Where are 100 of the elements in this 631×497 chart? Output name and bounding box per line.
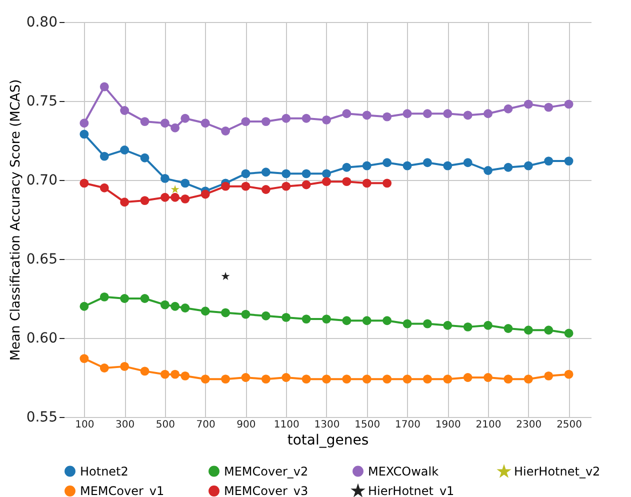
point bbox=[342, 374, 352, 384]
point bbox=[160, 118, 170, 128]
point bbox=[422, 374, 432, 384]
point bbox=[241, 182, 250, 191]
point bbox=[302, 114, 311, 123]
point bbox=[322, 177, 331, 186]
legend-label: MEMCover_v1 bbox=[80, 484, 164, 497]
point bbox=[180, 178, 190, 188]
point bbox=[170, 192, 180, 202]
point bbox=[382, 178, 392, 188]
x-tick-label: 300 bbox=[116, 420, 135, 430]
point bbox=[120, 198, 130, 207]
point bbox=[443, 320, 452, 330]
point bbox=[140, 117, 150, 126]
point bbox=[342, 177, 352, 186]
point bbox=[484, 373, 492, 382]
point bbox=[261, 168, 270, 177]
point bbox=[170, 185, 180, 194]
point bbox=[241, 310, 250, 319]
point bbox=[342, 316, 352, 326]
point bbox=[564, 370, 574, 379]
x-tick-label: 900 bbox=[236, 420, 256, 430]
point bbox=[443, 109, 452, 118]
point bbox=[221, 308, 230, 318]
point bbox=[140, 294, 150, 303]
point bbox=[200, 374, 210, 384]
x-tick-label: 1500 bbox=[354, 420, 380, 430]
point bbox=[402, 109, 412, 118]
point bbox=[170, 370, 180, 379]
point bbox=[221, 126, 230, 136]
point bbox=[564, 100, 574, 109]
x-tick-label: 500 bbox=[156, 420, 176, 430]
point bbox=[402, 374, 412, 384]
legend-label: HierHotnet_v2 bbox=[514, 464, 600, 479]
point bbox=[362, 161, 372, 170]
point bbox=[282, 312, 291, 322]
point bbox=[241, 117, 250, 126]
point bbox=[180, 194, 190, 204]
point bbox=[524, 326, 533, 335]
y-tick-label: 0.80 bbox=[26, 14, 58, 30]
point bbox=[484, 320, 492, 330]
point bbox=[261, 185, 270, 194]
point bbox=[120, 294, 130, 303]
point bbox=[302, 180, 311, 190]
point bbox=[504, 104, 513, 114]
point bbox=[322, 314, 331, 324]
point bbox=[422, 109, 432, 118]
point bbox=[261, 117, 270, 126]
point bbox=[443, 161, 452, 170]
point bbox=[241, 169, 250, 178]
point bbox=[80, 302, 89, 311]
x-tick-label: 2300 bbox=[516, 420, 542, 430]
point bbox=[180, 114, 190, 123]
point bbox=[170, 302, 180, 311]
point bbox=[382, 112, 392, 122]
x-tick-label: 100 bbox=[75, 420, 94, 430]
point bbox=[463, 373, 472, 382]
point bbox=[402, 161, 412, 170]
point bbox=[100, 82, 109, 92]
point bbox=[200, 118, 210, 128]
point bbox=[80, 178, 89, 188]
point bbox=[170, 123, 180, 132]
point bbox=[382, 158, 392, 168]
point bbox=[544, 371, 554, 380]
y-tick-label: 0.60 bbox=[26, 330, 58, 346]
legend-label: MEMCover_v2 bbox=[224, 464, 308, 478]
point bbox=[302, 169, 311, 178]
point bbox=[524, 161, 533, 170]
point bbox=[544, 326, 554, 335]
point bbox=[120, 146, 130, 154]
point bbox=[322, 115, 331, 124]
point bbox=[322, 374, 331, 384]
legend-label: HierHotnet_v1 bbox=[368, 484, 454, 497]
point bbox=[261, 374, 270, 384]
point bbox=[504, 324, 513, 333]
point bbox=[120, 106, 130, 115]
point bbox=[100, 292, 109, 302]
point bbox=[100, 152, 109, 161]
point bbox=[200, 306, 210, 316]
point bbox=[160, 300, 170, 310]
y-tick-label: 0.75 bbox=[26, 94, 58, 110]
point bbox=[282, 169, 291, 178]
point bbox=[241, 373, 250, 382]
x-axis-title: total_genes bbox=[287, 432, 369, 448]
point bbox=[261, 311, 270, 320]
point bbox=[484, 166, 492, 175]
point bbox=[282, 182, 291, 191]
point bbox=[544, 102, 554, 112]
point bbox=[160, 370, 170, 379]
y-tick-label: 0.70 bbox=[26, 172, 58, 188]
point bbox=[160, 174, 170, 183]
point bbox=[422, 319, 432, 328]
legend-label: Hotnet2 bbox=[80, 464, 128, 478]
point bbox=[362, 178, 372, 188]
x-tick-label: 700 bbox=[196, 420, 216, 430]
point bbox=[402, 319, 412, 328]
x-tick-label: 1300 bbox=[314, 420, 340, 430]
y-tick-label: 0.65 bbox=[26, 252, 58, 268]
point bbox=[443, 374, 452, 384]
point bbox=[362, 316, 372, 326]
